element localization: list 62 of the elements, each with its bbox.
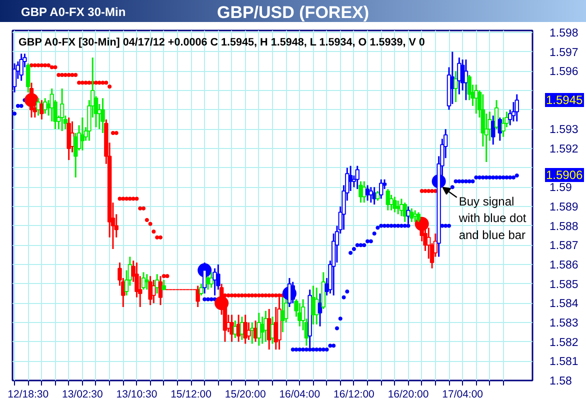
candlestick [26,62,30,94]
candlestick [355,165,360,190]
candlestick [148,275,152,306]
candlestick [246,322,251,341]
candlestick [60,88,64,132]
text: 1.5906 [545,168,584,182]
y-tick-label: 1.58 [550,376,572,388]
text: GBP A0-FX [30-Min] 04/17/12 +0.0006 C 1.5945, H 1.5948, L 1.5934, O 1.5939, V 0 [18,36,425,48]
candlestick [416,212,421,223]
candlestick [491,114,496,146]
annotation: Buy signal with blue dot and blue bar [458,194,527,242]
candlestick [389,194,394,212]
x-tick-label: 17/04:00 [442,388,484,400]
y-tick-label: 1.592 [550,143,578,156]
candlestick [144,273,150,290]
text: GBP A0-FX 30-Min [21,4,126,21]
y-tick-label: 1.583 [550,317,578,330]
x-tick-label: 16/20:00 [388,388,429,400]
y-tick-label: 1.585 [550,278,578,291]
y-tick-label: 1.587 [550,240,578,252]
chart-title: GBP/USD (FOREX) [216,3,370,22]
y-tick-label: 1.588 [550,220,578,233]
text: 1.5945 [545,92,584,107]
y-tick-label: 1.581 [550,356,578,368]
candlestick [209,271,214,288]
candlestick [318,292,322,328]
x-tick-label: 12/18:30 [8,388,49,400]
candlestick [152,279,156,304]
candlestick [196,285,200,308]
candlestick [19,52,24,82]
candlestick [348,165,353,192]
candlestick [158,275,163,306]
candlestick [365,184,370,202]
y-tick-label: 1.586 [550,259,578,272]
candlestick [162,279,166,290]
y-tick-label: 1.597 [550,46,578,59]
candlestick [40,99,44,120]
y-tick-label: 1.596 [550,66,578,78]
y-tick-label: 1.584 [550,298,579,310]
candlestick [392,196,397,214]
y-tick-label: 1.593 [550,124,578,136]
candlestick [410,208,414,223]
y-tick-label: 1.582 [550,336,578,349]
candlestick [358,180,363,204]
candlestick [12,62,17,94]
candlestick [362,180,366,204]
y-tick-label: 1.59 [550,182,572,194]
x-tick-label: 16/12:00 [334,388,375,400]
x-tick-label: 15/20:00 [224,388,266,400]
y-tick-label: 1.598 [550,27,578,40]
candlestick [141,271,146,290]
candlestick [243,314,248,345]
x-tick-label: 15/12:00 [170,388,212,400]
x-tick-label: 13/10:30 [116,388,158,400]
candlestick [514,94,519,122]
x-tick-label: 16/04:00 [279,388,320,400]
x-tick-label: 13/02:30 [62,388,104,400]
candlestick [100,97,105,134]
candlestick [230,314,234,343]
y-tick-label: 1.589 [550,201,578,214]
candlestick [379,178,384,200]
candlestick [42,97,48,114]
